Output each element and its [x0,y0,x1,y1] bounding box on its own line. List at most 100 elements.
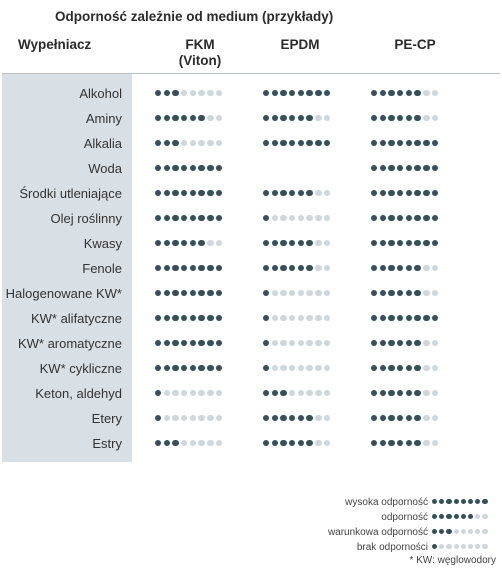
rating-fkm [155,290,225,298]
rating-dot [323,340,331,347]
rating-dot [215,190,223,197]
rating-dot [271,440,279,447]
legend-dot [432,514,438,520]
legend-rating [432,499,490,505]
rating-dot [163,265,171,272]
rating-dot [289,440,296,447]
label-column-background [2,74,132,462]
legend-item: brak odporności [0,542,502,554]
rating-dot [405,265,413,272]
rating-dot [397,440,404,447]
rating-dot [263,140,270,147]
rating-dot [215,390,223,397]
legend-label: warunkowa odporność [327,527,428,538]
rating-dot [289,340,296,347]
legend-dot [439,514,445,520]
rating-dot [207,390,214,397]
rating-dot [189,290,197,297]
rating-dot [315,265,322,272]
legend-dot [482,514,488,520]
rating-dot [315,440,322,447]
rating-dot [323,240,331,247]
rating-dot [263,415,270,422]
rating-dot [207,265,214,272]
rating-dot [297,440,305,447]
rating-dot [215,240,223,247]
rating-dot [215,365,223,372]
rating-dot [371,390,378,397]
rating-epdm [263,190,333,198]
rating-dot [388,90,395,97]
rating-dot [414,165,421,172]
rating-dot [423,90,430,97]
rating-dot [414,415,421,422]
rating-dot [323,365,331,372]
row-label: Środki utleniające [19,186,122,201]
rating-dot [379,365,387,372]
rating-dot [315,115,322,122]
rating-dot [306,315,313,322]
rating-dot [263,90,270,97]
legend-dot [460,529,466,535]
rating-dot [388,415,395,422]
rating-dot [215,215,223,222]
rating-dot [423,165,430,172]
legend-dot [432,529,438,535]
rating-dot [271,315,279,322]
legend-rating [432,514,490,520]
rating-dot [423,190,430,197]
rating-dot [163,315,171,322]
rating-dot [289,315,296,322]
rating-dot [431,290,439,297]
column-header-epdm: EPDM [280,37,320,52]
rating-dot [155,315,162,322]
legend-dot [467,529,474,535]
rating-dot [405,440,413,447]
rating-dot [263,240,270,247]
rating-dot [297,265,305,272]
rating-pecp [371,265,441,273]
rating-dot [189,90,197,97]
rating-dot [371,415,378,422]
rating-dot [315,365,322,372]
rating-dot [207,315,214,322]
legend-dot [446,499,452,505]
rating-dot [280,365,287,372]
row-label: Woda [88,161,122,176]
table-row: Halogenowane KW* [0,280,500,305]
rating-dot [315,190,322,197]
legend-dot [475,529,481,535]
rating-dot [172,115,179,122]
rating-dot [323,90,331,97]
rating-dot [306,340,313,347]
rating-dot [198,390,205,397]
rating-dot [306,290,313,297]
rating-dot [306,215,313,222]
rating-dot [271,240,279,247]
rating-dot [189,365,197,372]
rating-dot [289,140,296,147]
legend-dot [482,499,488,505]
rating-epdm [263,90,333,98]
rating-dot [155,215,162,222]
rating-dot [263,265,270,272]
rating-dot [271,340,279,347]
rating-dot [397,415,404,422]
rating-dot [172,140,179,147]
rating-dot [198,440,205,447]
rating-dot [155,415,162,422]
rating-fkm [155,390,225,398]
column-header-filler: Wypełniacz [18,37,92,52]
rating-dot [163,365,171,372]
rating-dot [172,165,179,172]
rating-pecp [371,90,441,98]
legend-dot [432,544,438,550]
table-row: Alkohol [0,80,500,105]
rating-dot [155,140,162,147]
legend-item: warunkowa odporność [0,527,502,539]
rating-dot [388,215,395,222]
rating-dot [297,340,305,347]
rating-dot [323,315,331,322]
rating-dot [431,390,439,397]
legend-label: wysoka odporność [345,497,428,508]
